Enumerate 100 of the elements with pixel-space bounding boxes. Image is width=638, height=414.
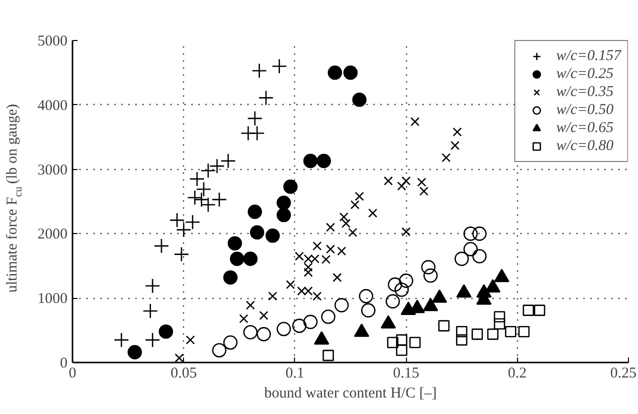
point (223, 270, 238, 285)
point (128, 345, 142, 360)
point (487, 328, 498, 340)
point (494, 311, 506, 322)
point (158, 324, 174, 339)
x-axis-title: bound water content H/C [–] (264, 386, 437, 402)
point (386, 294, 400, 308)
point (387, 336, 398, 348)
point (248, 204, 262, 219)
y-axis-title: ultimate force Fcu (lb on gauge) (4, 104, 24, 293)
point (402, 176, 411, 186)
point (332, 272, 342, 282)
point (396, 344, 408, 356)
legend-label: w/c=0.157 (556, 47, 621, 65)
point (339, 212, 348, 222)
point (243, 325, 258, 340)
point (421, 260, 436, 274)
point (472, 328, 483, 340)
point (450, 140, 460, 150)
point (456, 334, 468, 346)
point (272, 58, 287, 74)
point (456, 326, 468, 338)
point (358, 289, 374, 304)
point (303, 154, 318, 168)
point (268, 292, 278, 301)
y-tick-label: 0 (60, 356, 68, 372)
point (283, 180, 298, 194)
point (321, 254, 331, 264)
point (303, 314, 318, 330)
point (250, 225, 264, 240)
point (472, 249, 487, 264)
point (276, 208, 291, 222)
x-tick-label: 0.15 (392, 366, 420, 382)
point (252, 63, 267, 78)
x-tick-label: 0.2 (508, 366, 527, 382)
point (212, 343, 226, 358)
point (419, 186, 428, 196)
point (394, 282, 409, 297)
point (114, 332, 130, 348)
point (189, 171, 205, 187)
legend-label: w/c=0.50 (556, 101, 614, 119)
point (321, 310, 336, 324)
point (518, 326, 530, 338)
point (243, 252, 258, 266)
point (316, 154, 331, 168)
point (312, 241, 322, 250)
point (397, 182, 406, 191)
point (223, 335, 238, 350)
point (384, 176, 393, 186)
point (142, 303, 158, 319)
x-tick-label: 0.1 (286, 366, 304, 382)
point (200, 197, 216, 212)
y-tick-label: 1000 (38, 291, 68, 308)
point (452, 127, 462, 136)
point (212, 192, 227, 208)
point (239, 314, 248, 324)
point (343, 66, 358, 80)
point (417, 178, 426, 187)
point (304, 262, 313, 272)
point (312, 292, 322, 301)
legend-label: w/c=0.35 (556, 83, 614, 101)
point (228, 236, 242, 250)
point (259, 310, 268, 320)
point (454, 252, 469, 266)
point (522, 304, 534, 316)
point (398, 274, 414, 288)
point (246, 300, 255, 310)
point (304, 268, 313, 277)
point (174, 246, 190, 262)
point (442, 153, 451, 162)
point (463, 242, 478, 256)
point (368, 208, 378, 218)
point (169, 212, 185, 228)
point (186, 335, 195, 344)
point (494, 318, 506, 330)
point (328, 66, 342, 80)
point (409, 336, 421, 348)
y-tick-label: 3000 (38, 162, 68, 178)
point (342, 218, 351, 228)
point (266, 228, 280, 243)
x-tick-label: 0.05 (170, 366, 197, 382)
point (396, 334, 408, 346)
point (348, 228, 358, 237)
legend-label: w/c=0.80 (556, 137, 614, 155)
y-tick-label: 4000 (38, 98, 68, 114)
point (352, 92, 367, 107)
point (423, 268, 438, 283)
point (256, 327, 271, 342)
point (350, 200, 360, 210)
point (247, 110, 263, 126)
point (354, 192, 364, 201)
point (361, 303, 376, 318)
point (472, 226, 487, 241)
point (534, 304, 546, 316)
point (388, 277, 402, 292)
point (334, 298, 349, 312)
point (322, 350, 334, 362)
point (174, 353, 184, 362)
point (154, 238, 170, 254)
point (438, 320, 450, 332)
